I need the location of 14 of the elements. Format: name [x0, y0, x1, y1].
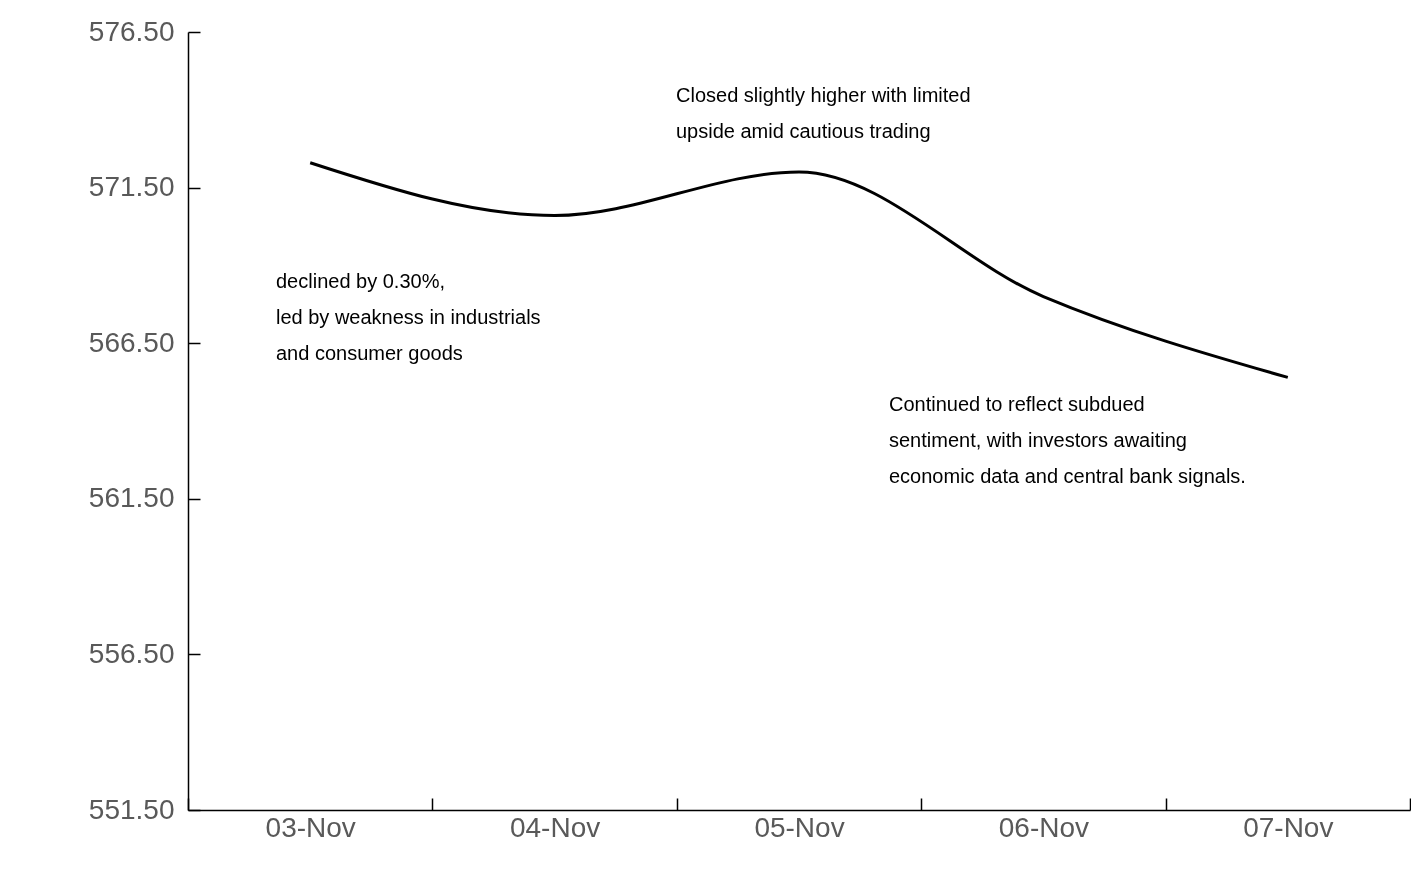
- y-tick-label: 566.50: [88, 326, 175, 358]
- y-tick-label: 561.50: [88, 482, 175, 514]
- x-tick-label: 07-Nov: [1243, 811, 1334, 843]
- y-tick-label: 551.50: [88, 793, 175, 825]
- x-tick-label: 04-Nov: [509, 811, 601, 843]
- y-tick-label: 571.50: [88, 171, 175, 203]
- y-tick-label: 576.50: [88, 15, 175, 47]
- annotation: Closed slightly higher with limited upside amid cautious trading: [676, 84, 971, 142]
- y-tick-label: 556.50: [88, 637, 175, 669]
- x-tick-label: 06-Nov: [998, 811, 1090, 843]
- x-tick-label: 03-Nov: [265, 811, 356, 843]
- annotation: Continued to reflect subdued sentiment, with investors awaiting economic data and central bank signals.: [889, 393, 1246, 487]
- x-tick-label: 05-Nov: [754, 811, 845, 843]
- annotation: declined by 0.30%, led by weakness in industrials and consumer goods: [276, 270, 541, 364]
